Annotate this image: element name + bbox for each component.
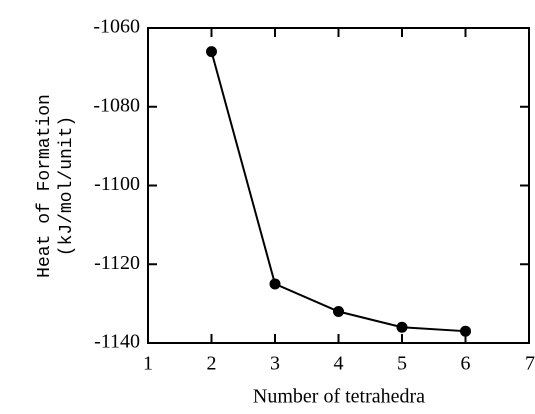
data-point — [396, 321, 408, 333]
x-tick-label: 3 — [270, 353, 280, 375]
plot-frame — [147, 27, 530, 344]
data-point — [460, 325, 471, 337]
y-tick-label: -1080 — [93, 94, 140, 116]
data-point — [333, 306, 344, 317]
data-point — [206, 46, 217, 58]
data-line — [210, 51, 466, 333]
x-axis-label: Number of tetrahedra — [253, 386, 425, 408]
y-tick-label: -1100 — [94, 173, 140, 195]
x-tick-label: 5 — [397, 353, 407, 375]
x-tick-label: 4 — [334, 353, 344, 375]
y-tick-label: -1120 — [94, 252, 140, 274]
y-axis-label: Heat of Formation — [35, 94, 55, 278]
x-tick-label: 7 — [525, 353, 535, 375]
y-tick-label: -1140 — [94, 331, 140, 353]
x-tick-label: 1 — [143, 353, 153, 375]
data-point — [269, 278, 281, 290]
x-tick-label: 6 — [461, 353, 471, 375]
x-tick-label: 2 — [207, 353, 217, 375]
y-axis-label: (kJ/mol/unit) — [57, 116, 77, 256]
y-tick-label: -1060 — [93, 16, 140, 38]
